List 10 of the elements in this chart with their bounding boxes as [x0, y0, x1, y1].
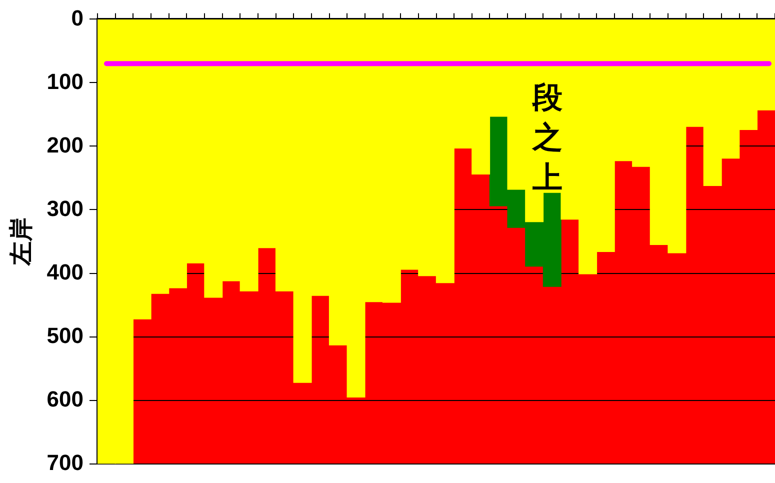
- y-tick-label: 500: [46, 322, 84, 348]
- y-tick-label: 300: [46, 196, 84, 221]
- y-tick-label: 200: [46, 132, 84, 158]
- y-tick-label: 600: [46, 386, 84, 412]
- y-tick-label: 400: [46, 259, 84, 284]
- annotation: 段之上: [531, 81, 562, 194]
- y-tick-label: 700: [46, 450, 84, 475]
- y-axis-title: 左岸: [8, 218, 36, 266]
- y-tick-label: 0: [71, 5, 84, 30]
- y-tick-label: 100: [46, 68, 84, 94]
